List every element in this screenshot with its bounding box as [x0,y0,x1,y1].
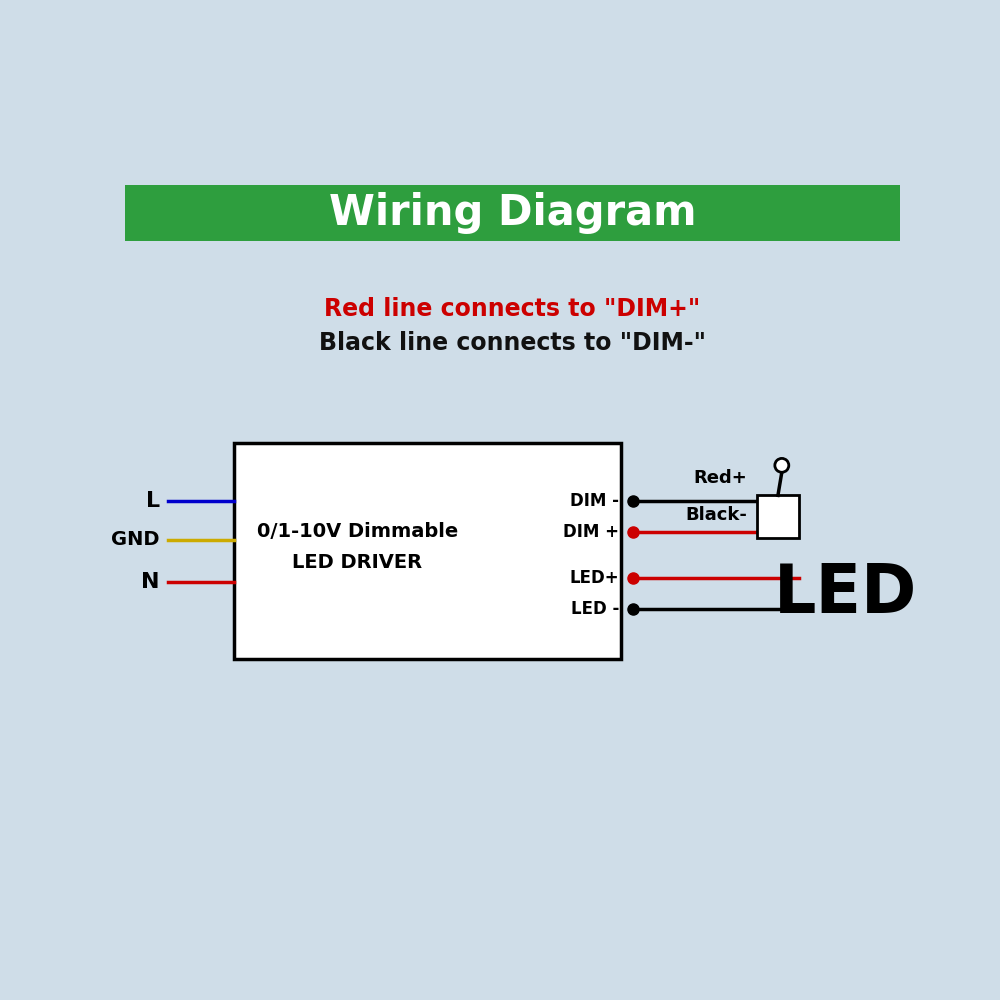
Text: LED+: LED+ [570,569,619,587]
Text: LED: LED [774,561,917,627]
Circle shape [775,458,789,472]
Text: Black-: Black- [685,506,747,524]
Text: LED -: LED - [571,600,619,618]
Bar [125,185,900,241]
Text: Black line connects to "DIM-": Black line connects to "DIM-" [319,331,706,355]
Text: DIM -: DIM - [570,492,619,510]
Text: GND: GND [111,530,160,549]
Text: L: L [146,491,160,511]
Text: Red+: Red+ [694,469,747,487]
Bar [757,495,799,538]
Text: DIM +: DIM + [563,523,619,541]
Text: Wiring Diagram: Wiring Diagram [329,192,696,234]
Text: 0/1-10V Dimmable: 0/1-10V Dimmable [257,522,458,541]
Text: LED DRIVER: LED DRIVER [292,553,423,572]
Bar [234,443,621,659]
Text: Red line connects to "DIM+": Red line connects to "DIM+" [324,297,701,321]
Text: N: N [141,572,160,592]
